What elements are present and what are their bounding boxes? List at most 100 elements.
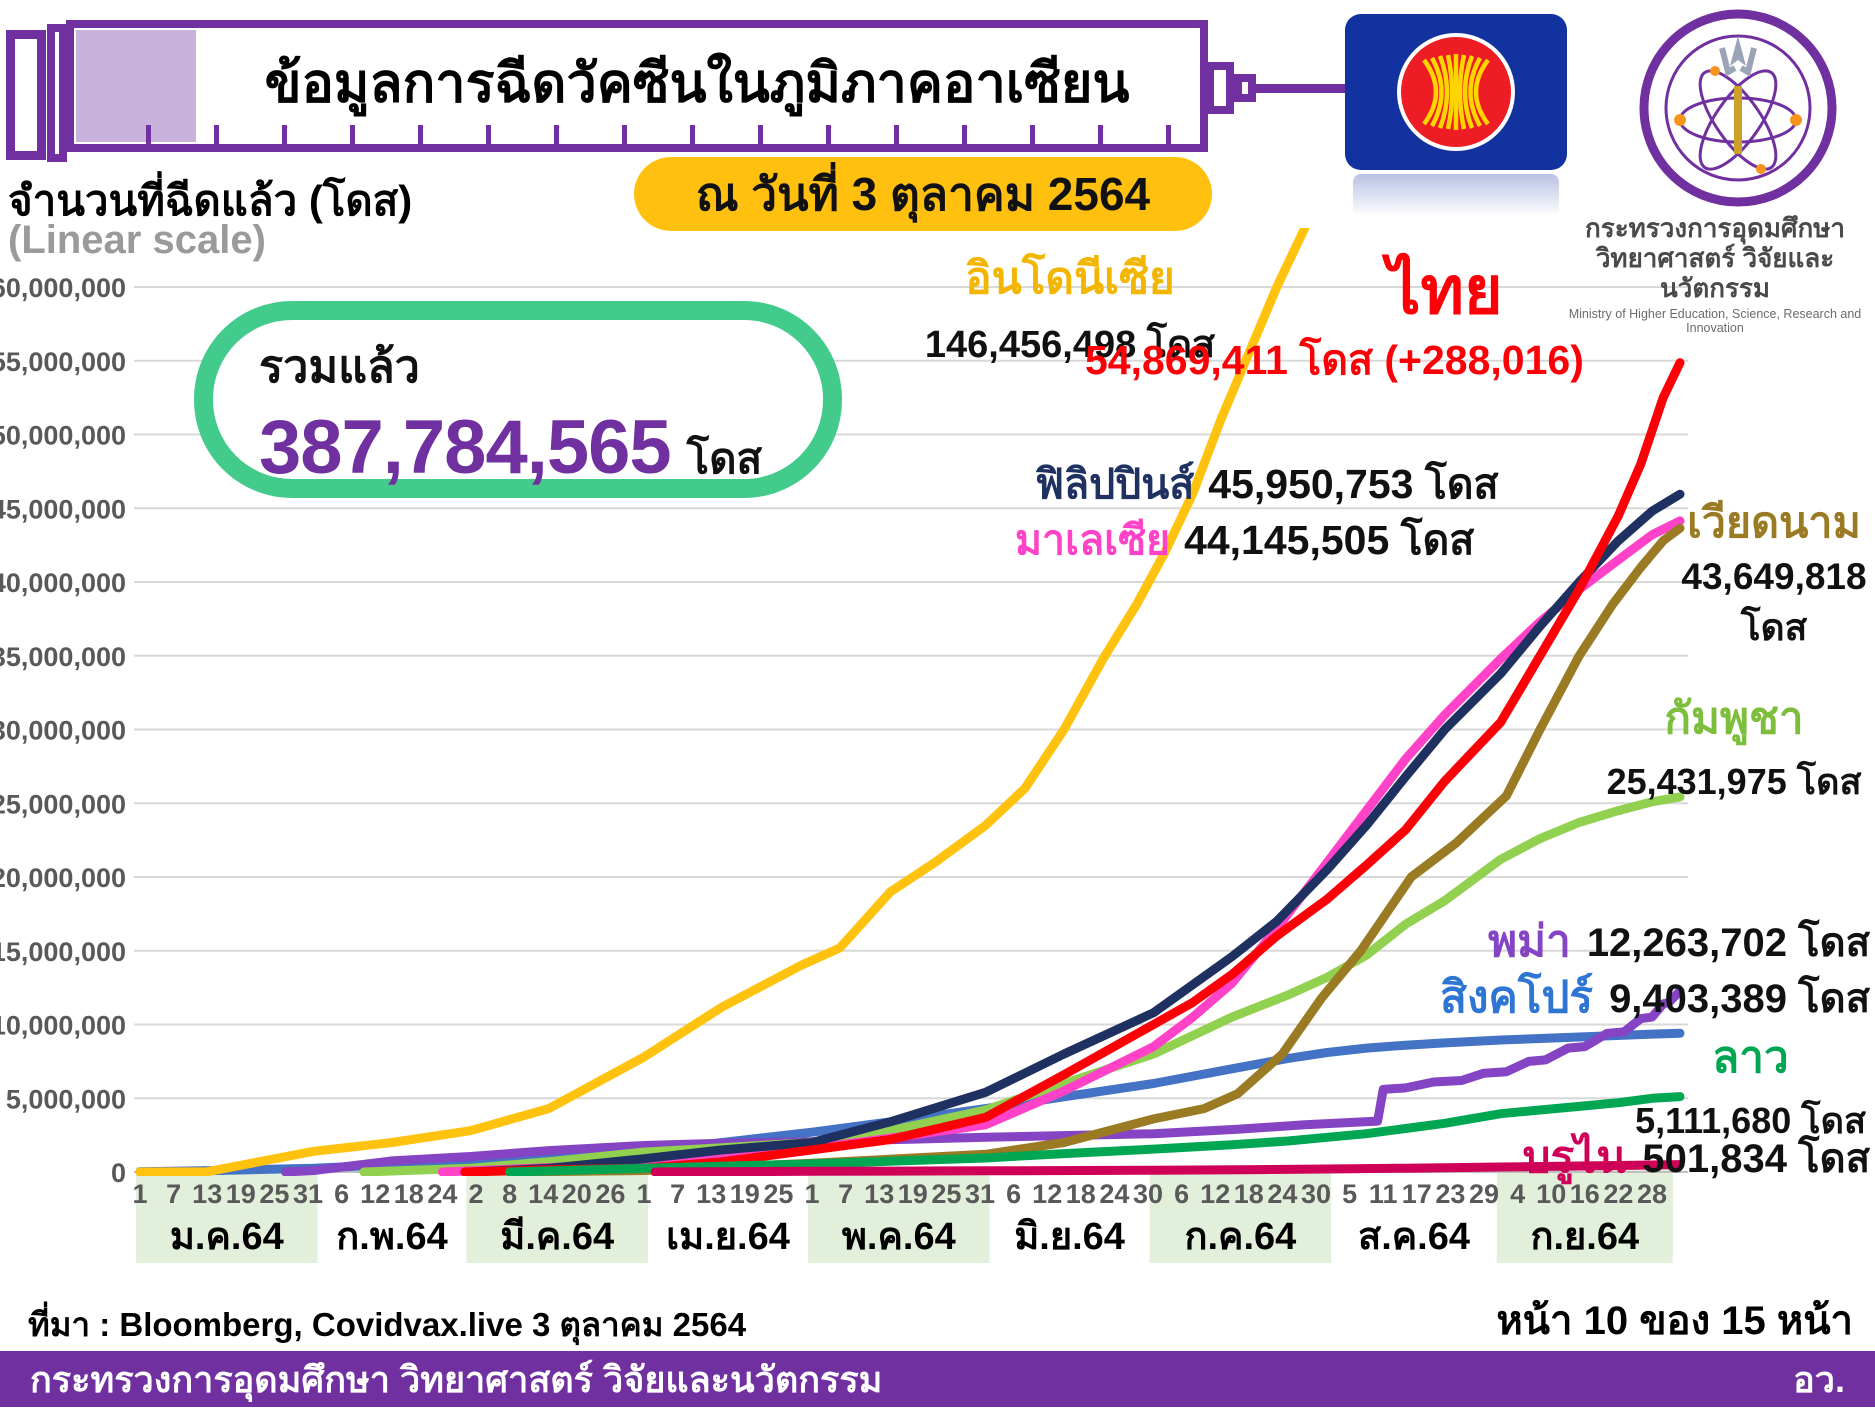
brunei-name: บรูไน xyxy=(1522,1133,1627,1182)
svg-text:ส.ค.64: ส.ค.64 xyxy=(1358,1216,1470,1258)
series-label-malaysia: มาเลเซีย 44,145,505 โดส xyxy=(1015,508,1575,573)
svg-text:12: 12 xyxy=(360,1179,390,1209)
svg-text:25,000,000: 25,000,000 xyxy=(0,789,126,819)
svg-text:15,000,000: 15,000,000 xyxy=(0,937,126,967)
indonesia-name: อินโดนีเซีย xyxy=(965,254,1175,303)
svg-text:31: 31 xyxy=(965,1179,995,1209)
svg-text:11: 11 xyxy=(1369,1179,1398,1209)
thailand-value: 54,869,411 โดส (+288,016) xyxy=(1085,337,1584,383)
svg-text:12: 12 xyxy=(1032,1179,1062,1209)
svg-text:20: 20 xyxy=(562,1179,592,1209)
svg-text:55,000,000: 55,000,000 xyxy=(0,347,126,377)
line-singapore xyxy=(135,1028,1685,1176)
svg-text:13: 13 xyxy=(192,1179,222,1209)
series-label-laos: ลาว 5,111,680 โดส xyxy=(1628,1022,1873,1149)
footer-ministry-text: กระทรวงการอุดมศึกษา วิทยาศาสตร์ วิจัยและ… xyxy=(30,1358,883,1400)
svg-text:5,000,000: 5,000,000 xyxy=(6,1084,126,1114)
svg-text:19: 19 xyxy=(226,1179,256,1209)
syringe-needle-icon xyxy=(1256,84,1346,93)
svg-text:14: 14 xyxy=(528,1179,558,1209)
series-label-singapore: สิงคโปร์ 9,403,389 โดส xyxy=(1430,962,1870,1032)
series-label-philippines: ฟิลิปปินส์ 45,950,753 โดส xyxy=(1035,452,1595,517)
svg-text:25: 25 xyxy=(259,1179,289,1209)
svg-text:26: 26 xyxy=(595,1179,625,1209)
svg-text:ก.ย.64: ก.ย.64 xyxy=(1530,1216,1639,1258)
malaysia-name: มาเลเซีย xyxy=(1015,517,1171,563)
svg-text:12: 12 xyxy=(1200,1179,1230,1209)
vietnam-unit: โดส xyxy=(1740,607,1808,648)
singapore-name: สิงคโปร์ xyxy=(1440,973,1594,1022)
ministry-name: กระทรวงการอุดมศึกษา วิทยาศาสตร์ วิจัยและ… xyxy=(1555,213,1875,336)
svg-text:19: 19 xyxy=(898,1179,928,1209)
ministry-seal xyxy=(1638,8,1838,208)
syringe-seal-icon xyxy=(76,30,196,142)
svg-text:พ.ค.64: พ.ค.64 xyxy=(842,1216,956,1258)
myanmar-value: 12,263,702 โดส xyxy=(1586,921,1870,965)
svg-text:23: 23 xyxy=(1435,1179,1465,1209)
philippines-value: 45,950,753 โดส xyxy=(1208,461,1499,507)
svg-text:16: 16 xyxy=(1570,1179,1600,1209)
svg-text:60,000,000: 60,000,000 xyxy=(0,273,126,303)
svg-text:ก.ค.64: ก.ค.64 xyxy=(1184,1216,1296,1258)
syringe-plunger-handle-icon xyxy=(6,30,46,160)
asean-emblem-icon xyxy=(1397,33,1515,151)
cambodia-value: 25,431,975 โดส xyxy=(1606,761,1862,802)
svg-text:8: 8 xyxy=(502,1179,517,1209)
svg-text:18: 18 xyxy=(1234,1179,1264,1209)
svg-text:7: 7 xyxy=(670,1179,685,1209)
svg-text:7: 7 xyxy=(166,1179,181,1209)
date-badge: ณ วันที่ 3 ตุลาคม 2564 xyxy=(634,157,1212,231)
svg-text:ม.ค.64: ม.ค.64 xyxy=(170,1216,284,1258)
svg-text:6: 6 xyxy=(334,1179,349,1209)
footer-bar: กระทรวงการอุดมศึกษา วิทยาศาสตร์ วิจัยและ… xyxy=(0,1351,1875,1407)
cambodia-name: กัมพูชา xyxy=(1664,694,1804,743)
ministry-name-english: Ministry of Higher Education, Science, R… xyxy=(1568,306,1862,336)
svg-text:18: 18 xyxy=(394,1179,424,1209)
vietnam-name: เวียดนาม xyxy=(1687,499,1861,547)
source-text: ที่มา : Bloomberg, Covidvax.live 3 ตุลาค… xyxy=(28,1306,747,1343)
y-axis-title: จำนวนที่ฉีดแล้ว (โดส) xyxy=(8,177,413,224)
svg-text:35,000,000: 35,000,000 xyxy=(0,642,126,672)
svg-text:50,000,000: 50,000,000 xyxy=(0,421,126,451)
y-axis-subtitle: (Linear scale) xyxy=(8,218,266,262)
svg-text:29: 29 xyxy=(1469,1179,1499,1209)
syringe-scale-ticks-icon xyxy=(146,125,1190,144)
syringe-plunger-rod-icon xyxy=(47,24,67,162)
line-philippines xyxy=(465,489,1685,1176)
brunei-value: 501,834 โดส xyxy=(1642,1137,1870,1181)
svg-text:4: 4 xyxy=(1510,1179,1525,1209)
svg-text:ก.พ.64: ก.พ.64 xyxy=(336,1216,447,1258)
total-doses-box: รวมแล้ว 387,784,565 โดส xyxy=(194,301,842,498)
singapore-value: 9,403,389 โดส xyxy=(1609,977,1870,1021)
series-label-vietnam: เวียดนาม 43,649,818 โดส xyxy=(1678,488,1870,657)
svg-text:เม.ย.64: เม.ย.64 xyxy=(666,1216,790,1258)
series-label-thailand: ไทย xyxy=(1387,253,1503,327)
line-thailand xyxy=(460,358,1685,1176)
svg-text:45,000,000: 45,000,000 xyxy=(0,494,126,524)
footer-ministry-abbr: อว. xyxy=(1793,1358,1845,1400)
syringe-hub2-icon xyxy=(1234,74,1256,102)
laos-name: ลาว xyxy=(1712,1033,1789,1082)
ministry-seal-icon xyxy=(1639,9,1837,207)
line-brunei xyxy=(650,1160,1685,1176)
svg-text:30: 30 xyxy=(1301,1179,1331,1209)
svg-text:13: 13 xyxy=(696,1179,726,1209)
svg-text:มิ.ย.64: มิ.ย.64 xyxy=(1014,1216,1125,1258)
svg-text:1: 1 xyxy=(636,1179,651,1209)
svg-text:6: 6 xyxy=(1006,1179,1021,1209)
series-label-brunei: บรูไน 501,834 โดส xyxy=(1523,1122,1870,1192)
svg-text:24: 24 xyxy=(1267,1179,1297,1209)
svg-text:22: 22 xyxy=(1603,1179,1633,1209)
series-label-cambodia: กัมพูชา 25,431,975 โดส xyxy=(1598,683,1870,810)
page-title: ข้อมูลการฉีดวัคซีนในภูมิภาคอาเซียน xyxy=(264,53,1130,114)
svg-text:19: 19 xyxy=(730,1179,760,1209)
svg-text:7: 7 xyxy=(838,1179,853,1209)
svg-text:มี.ค.64: มี.ค.64 xyxy=(500,1216,614,1258)
page-number: หน้า 10 ของ 15 หน้า xyxy=(1496,1299,1853,1343)
line-vietnam xyxy=(505,523,1685,1176)
svg-text:20,000,000: 20,000,000 xyxy=(0,863,126,893)
laos-value: 5,111,680 โดส xyxy=(1635,1100,1866,1141)
svg-text:18: 18 xyxy=(1066,1179,1096,1209)
line-laos xyxy=(505,1092,1685,1176)
